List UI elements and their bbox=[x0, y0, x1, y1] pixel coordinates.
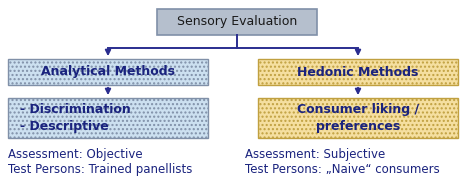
Text: Sensory Evaluation: Sensory Evaluation bbox=[177, 16, 297, 28]
Text: Test Persons: Trained panellists: Test Persons: Trained panellists bbox=[8, 163, 192, 176]
FancyBboxPatch shape bbox=[258, 59, 458, 85]
Text: - Discrimination
- Descriptive: - Discrimination - Descriptive bbox=[20, 103, 131, 133]
Text: Hedonic Methods: Hedonic Methods bbox=[297, 66, 419, 79]
Text: Assessment: Objective: Assessment: Objective bbox=[8, 148, 143, 161]
FancyBboxPatch shape bbox=[8, 98, 208, 138]
Text: Assessment: Subjective: Assessment: Subjective bbox=[245, 148, 385, 161]
FancyBboxPatch shape bbox=[157, 9, 317, 35]
Text: Analytical Methods: Analytical Methods bbox=[41, 66, 175, 79]
Text: Consumer liking /
preferences: Consumer liking / preferences bbox=[297, 103, 419, 133]
FancyBboxPatch shape bbox=[8, 59, 208, 85]
Text: Test Persons: „Naive“ consumers: Test Persons: „Naive“ consumers bbox=[245, 163, 440, 176]
FancyBboxPatch shape bbox=[258, 98, 458, 138]
